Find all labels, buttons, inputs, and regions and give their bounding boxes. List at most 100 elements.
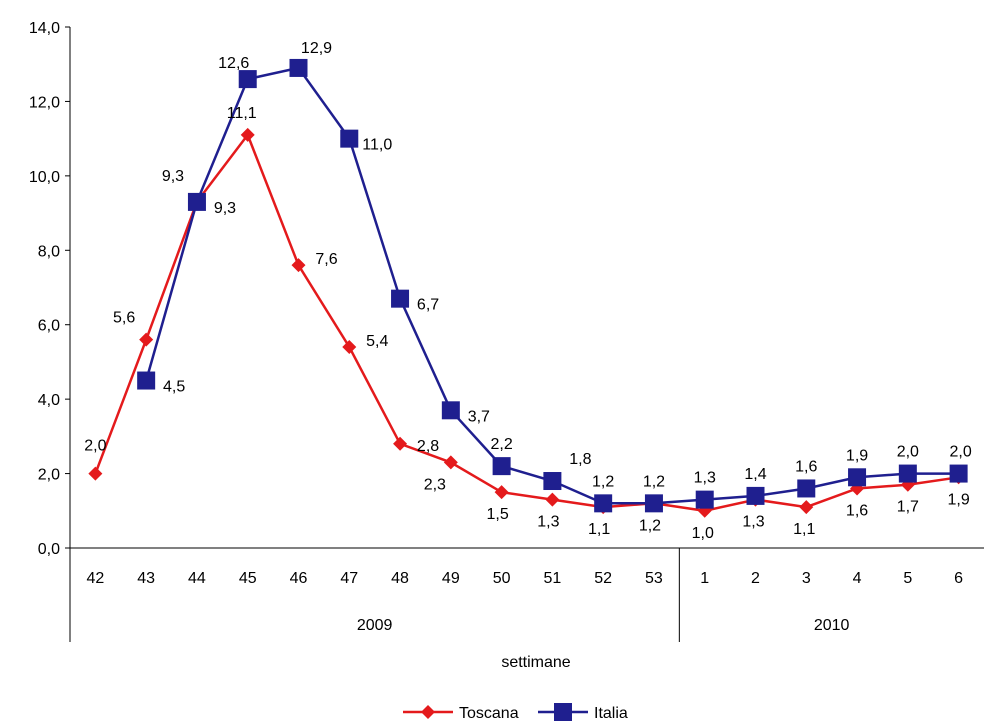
legend-marker <box>554 703 572 721</box>
data-label: 1,0 <box>692 525 714 542</box>
data-label: 2,0 <box>949 444 971 461</box>
data-label: 11,0 <box>362 137 392 154</box>
x-tick-label: 43 <box>137 570 155 587</box>
data-point <box>137 371 156 390</box>
data-point <box>695 490 714 509</box>
x-tick-label: 49 <box>442 570 460 587</box>
y-tick-label: 10,0 <box>29 169 60 186</box>
y-tick-label: 2,0 <box>38 467 60 484</box>
y-tick-label: 8,0 <box>38 243 60 260</box>
data-point <box>644 494 663 513</box>
series-line-italia <box>144 66 959 505</box>
data-label: 1,3 <box>742 514 764 531</box>
data-point <box>492 457 511 476</box>
data-point <box>291 258 306 273</box>
data-point <box>139 332 154 347</box>
data-label: 1,2 <box>592 473 614 490</box>
axes: 0,02,04,06,08,010,012,014,042 43 44 45 46 47 4… <box>29 20 984 642</box>
y-tick-label: 14,0 <box>29 20 60 37</box>
x-tick-label: 42 <box>86 570 104 587</box>
data-label: 12,6 <box>218 55 249 72</box>
data-point <box>543 472 562 491</box>
x-tick-label: 6 <box>954 570 963 587</box>
data-point <box>340 129 359 148</box>
data-label: 9,3 <box>162 168 184 185</box>
data-label: 1,5 <box>486 506 508 523</box>
data-label: 2,0 <box>84 438 106 455</box>
data-label: 1,3 <box>694 470 716 487</box>
data-point <box>797 479 816 498</box>
data-label: 1,6 <box>795 458 817 475</box>
data-label: 1,3 <box>537 514 559 531</box>
x-tick-label: 4 <box>853 570 862 587</box>
data-point <box>187 192 206 211</box>
x-tick-label: 2 <box>751 570 760 587</box>
data-point <box>494 485 509 500</box>
x-tick-label: 3 <box>802 570 811 587</box>
data-point <box>594 494 613 513</box>
data-label: 4,5 <box>163 379 185 396</box>
data-point <box>289 58 308 77</box>
data-point <box>848 468 867 487</box>
data-point <box>746 486 765 505</box>
data-label: 2,2 <box>490 436 512 453</box>
data-point <box>799 500 814 515</box>
data-point <box>441 401 460 420</box>
y-tick-label: 4,0 <box>38 392 60 409</box>
x-group-label: 2009 <box>357 617 393 634</box>
x-tick-label: 50 <box>493 570 511 587</box>
x-tick-label: 44 <box>188 570 206 587</box>
series-line-toscana <box>94 132 959 513</box>
x-tick-label: 53 <box>645 570 663 587</box>
legend: Toscana Italia <box>403 703 628 722</box>
y-tick-label: 6,0 <box>38 318 60 335</box>
x-tick-label: 52 <box>594 570 612 587</box>
x-tick-label: 45 <box>239 570 257 587</box>
data-label: 1,7 <box>897 499 919 516</box>
data-labels: 2,0 5,6 9,3 11,1 7,6 5,4 2,8 2,3 1,5 1,3 1,1 1,2 1,0… <box>84 40 972 542</box>
legend-label: Italia <box>594 705 628 722</box>
data-label: 9,3 <box>214 200 236 217</box>
data-label: 1,2 <box>639 517 661 534</box>
data-point <box>238 70 257 89</box>
data-label: 1,9 <box>846 447 868 464</box>
series-layer <box>88 58 968 518</box>
data-label: 1,2 <box>643 473 665 490</box>
data-label: 12,9 <box>301 40 332 57</box>
data-label: 1,4 <box>744 466 766 483</box>
data-point <box>898 464 917 483</box>
data-label: 2,8 <box>417 438 439 455</box>
x-tick-label: 1 <box>700 570 709 587</box>
data-label: 7,6 <box>315 251 337 268</box>
data-point <box>949 464 968 483</box>
data-label: 1,8 <box>569 451 591 468</box>
legend-label: Toscana <box>459 705 519 722</box>
data-point <box>443 455 458 470</box>
x-group-label: 2010 <box>814 617 850 634</box>
data-label: 3,7 <box>468 408 490 425</box>
x-tick-label: 5 <box>903 570 912 587</box>
x-tick-label: 47 <box>340 570 358 587</box>
data-point <box>545 492 560 507</box>
data-label: 6,7 <box>417 297 439 314</box>
data-label: 1,1 <box>588 521 610 538</box>
x-tick-label: 51 <box>543 570 561 587</box>
data-point <box>88 466 103 481</box>
y-tick-label: 0,0 <box>38 541 60 558</box>
data-label: 2,3 <box>424 476 446 493</box>
x-tick-label: 48 <box>391 570 409 587</box>
legend-marker <box>421 705 435 719</box>
data-label: 1,6 <box>846 502 868 519</box>
y-tick-label: 12,0 <box>29 94 60 111</box>
data-point <box>240 127 255 142</box>
x-tick-label: 46 <box>290 570 308 587</box>
data-label: 1,1 <box>793 521 815 538</box>
data-label: 2,0 <box>897 444 919 461</box>
data-point <box>342 340 357 355</box>
data-label: 11,1 <box>227 105 257 122</box>
data-label: 5,4 <box>366 333 388 350</box>
data-label: 1,9 <box>947 491 969 508</box>
data-label: 5,6 <box>113 310 135 327</box>
data-point <box>393 436 408 451</box>
